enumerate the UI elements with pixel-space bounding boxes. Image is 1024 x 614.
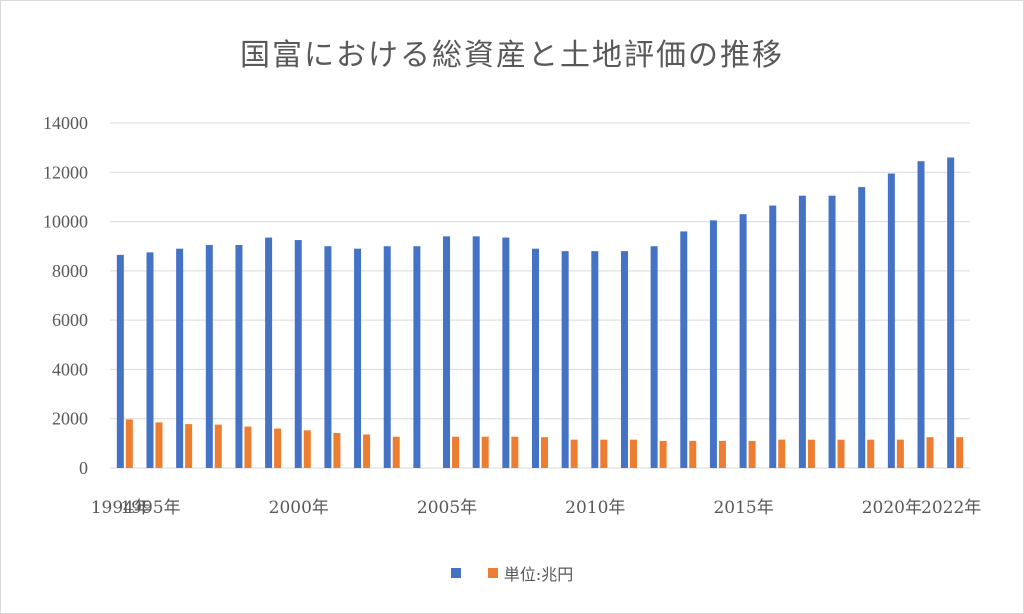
bar-series2 (303, 430, 311, 468)
bar-series1 (620, 251, 628, 468)
bar-series1 (709, 220, 717, 468)
bar-series2 (125, 419, 133, 468)
legend-item-series1 (450, 568, 467, 578)
bar-series2 (867, 439, 875, 468)
bar-series1 (591, 251, 599, 468)
x-tick-label: 1995年 (120, 498, 180, 518)
bar-series2 (807, 439, 815, 468)
bar-series1 (324, 246, 332, 468)
bar-series1 (294, 240, 302, 468)
bar-series1 (413, 246, 421, 468)
bar-series1 (265, 237, 273, 468)
bar-series2 (244, 426, 252, 468)
bar-series1 (739, 214, 747, 468)
bar-series1 (887, 173, 895, 468)
y-tick-label: 8000 (52, 261, 88, 281)
bar-series2 (956, 437, 964, 468)
x-tick-label: 2010年 (565, 498, 625, 518)
bars (116, 157, 964, 469)
bar-series1 (680, 231, 688, 468)
bar-series1 (116, 254, 124, 468)
y-tick-label: 10000 (43, 212, 88, 232)
bar-series1 (798, 195, 806, 469)
bar-series1 (532, 248, 539, 468)
bar-series2 (392, 436, 400, 468)
bar-series1 (858, 187, 866, 469)
x-tick-label: 1994年 (91, 498, 151, 518)
legend: 単位:兆円 (0, 561, 1024, 585)
y-tick-label: 14000 (43, 113, 88, 133)
bar-series2 (748, 440, 756, 468)
y-axis-ticks: 0 2000 4000 6000 8000 10000 12000 14000 (43, 113, 88, 478)
legend-label-series2: 単位:兆円 (503, 565, 574, 584)
chart-title: 国富における総資産と土地評価の推移 (240, 38, 784, 73)
bar-series2 (333, 433, 341, 468)
gridlines (110, 122, 970, 469)
bar-series2 (629, 439, 637, 468)
bar-series1 (235, 244, 243, 468)
legend-item-series2: 単位:兆円 (487, 561, 574, 585)
y-tick-label: 0 (79, 458, 88, 478)
x-tick-label: 2015年 (713, 498, 773, 518)
bar-series2 (185, 424, 193, 468)
bar-series2 (155, 422, 163, 468)
x-tick-label: 2000年 (269, 498, 329, 518)
bar-series1 (769, 205, 777, 468)
bar-series2 (718, 440, 726, 468)
bar-series2 (511, 436, 519, 468)
bar-series2 (363, 434, 371, 468)
bar-series1 (472, 236, 480, 468)
bar-series2 (926, 437, 934, 468)
bar-series1 (443, 236, 451, 468)
legend-swatch-series1 (450, 568, 461, 578)
bar-series1 (146, 252, 154, 468)
bar-series1 (502, 237, 510, 468)
bar-series1 (917, 161, 925, 469)
bar-series2 (274, 428, 282, 468)
bar-series1 (947, 157, 955, 468)
bar-series2 (214, 424, 222, 468)
bar-series1 (828, 195, 836, 469)
x-tick-label: 2020年 (862, 498, 922, 518)
bar-series1 (650, 246, 658, 468)
bar-series2 (452, 436, 460, 468)
bar-series1 (176, 248, 184, 468)
y-tick-label: 2000 (52, 409, 88, 429)
bar-series1 (383, 246, 391, 468)
bar-series1 (561, 251, 569, 468)
y-tick-label: 12000 (43, 162, 88, 182)
bar-series2 (600, 439, 608, 468)
bar-series2 (481, 436, 489, 468)
bar-series2 (778, 439, 786, 468)
legend-swatch-series2 (487, 568, 498, 578)
bar-series2 (689, 440, 697, 468)
bar-series2 (570, 439, 578, 468)
bar-series2 (659, 440, 667, 468)
bar-series2 (896, 439, 904, 468)
x-tick-label: 2022年 (921, 498, 981, 518)
x-tick-label: 2005年 (417, 498, 477, 518)
bar-series2 (837, 439, 845, 468)
y-tick-label: 4000 (52, 359, 88, 379)
y-tick-label: 6000 (52, 310, 88, 330)
bar-series1 (205, 244, 213, 468)
bar-series2 (541, 437, 548, 468)
bar-series1 (354, 248, 362, 468)
